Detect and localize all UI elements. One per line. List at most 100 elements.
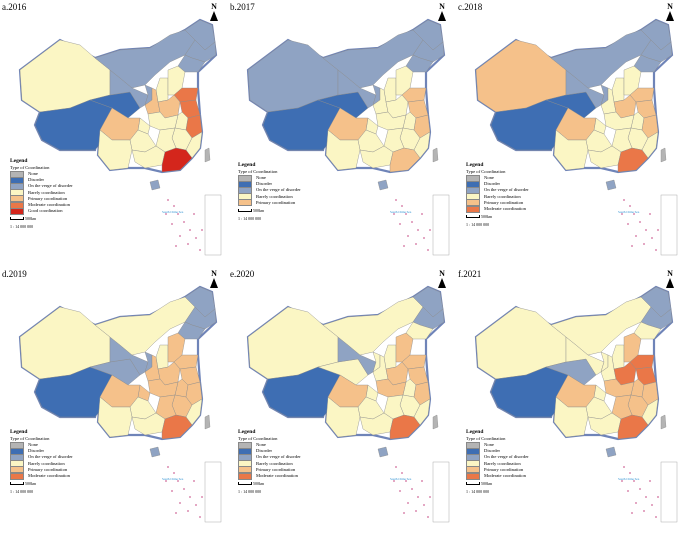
province-yn — [325, 129, 361, 171]
island-dot — [643, 510, 645, 512]
inset-frame — [432, 461, 450, 523]
legend-item: Moderate coordination — [10, 472, 73, 480]
province-nm — [322, 296, 424, 356]
legend-label: None — [256, 442, 266, 448]
island-dot — [173, 472, 175, 474]
province-sx — [611, 344, 625, 370]
island-dot — [645, 496, 647, 498]
legend-subtitle: Type of Coordination — [10, 436, 50, 441]
island-dot — [179, 502, 181, 504]
legend-subtitle: Type of Coordination — [238, 436, 278, 441]
scale-label: 500km — [24, 481, 37, 487]
scale-bar: 500km — [466, 214, 529, 220]
island-dot — [175, 512, 177, 514]
province-nm — [322, 29, 424, 89]
province-tw — [432, 414, 439, 430]
province-hi — [377, 179, 389, 191]
island-dot — [167, 466, 169, 468]
legend-label: None — [484, 442, 494, 448]
inset-frame — [204, 461, 222, 523]
legend-title: Legend — [466, 162, 484, 168]
province-sx — [383, 344, 397, 370]
island-dot — [173, 205, 175, 207]
island-dot — [175, 245, 177, 247]
legend-label: Disorder — [484, 181, 501, 187]
legend-label: Disorder — [256, 181, 273, 187]
island-dot — [631, 245, 633, 247]
island-dot — [165, 213, 167, 215]
north-arrow-shape — [438, 11, 446, 21]
island-dot — [627, 223, 629, 225]
legend-subtitle: Type of Coordination — [466, 436, 506, 441]
legend-label: None — [28, 442, 38, 448]
province-hi — [605, 179, 617, 191]
island-dot — [393, 480, 395, 482]
island-dot — [183, 221, 185, 223]
island-dot — [423, 237, 425, 239]
island-dot — [399, 223, 401, 225]
province-tw — [660, 147, 667, 163]
legend-label: Primary coordination — [484, 199, 524, 205]
island-dot — [633, 213, 635, 215]
island-dot — [401, 205, 403, 207]
scale-label: 500km — [252, 207, 265, 213]
map-panel: South China Sea e.2020 N Legend Type of Coor… — [228, 267, 456, 534]
island-dot — [195, 504, 197, 506]
legend-label: Disorder — [28, 177, 45, 183]
province-tw — [204, 414, 211, 430]
legend-label: On the verge of disorder — [484, 187, 529, 193]
legend-swatch — [238, 472, 252, 480]
legend-label: On the verge of disorder — [28, 454, 73, 460]
province-gd — [617, 147, 649, 173]
map-panel: South China Sea c.2018 N Legend Type of Coor… — [456, 0, 684, 267]
province-nm — [550, 296, 652, 356]
north-label: N — [439, 269, 445, 278]
island-dot — [623, 199, 625, 201]
legend-label: Good coordination — [28, 208, 63, 214]
legend-title: Legend — [466, 429, 484, 435]
north-arrow-shape — [438, 278, 446, 288]
scale-label: 500km — [480, 481, 493, 487]
island-dot — [633, 480, 635, 482]
island-dot — [201, 496, 203, 498]
island-dot — [201, 229, 203, 231]
island-dot — [417, 229, 419, 231]
legend-label: Primary coordination — [28, 195, 68, 201]
legend-label: Moderate coordination — [28, 202, 70, 208]
island-dot — [411, 221, 413, 223]
province-yn — [553, 396, 589, 438]
sea-label: South China Sea — [618, 210, 640, 214]
legend-title: Legend — [238, 162, 256, 168]
island-dot — [427, 249, 429, 251]
legend-label: Barely coordination — [28, 460, 65, 466]
panel-title: e.2020 — [230, 269, 255, 279]
inset-frame — [432, 194, 450, 256]
island-dot — [171, 223, 173, 225]
legend-label: Primary coordination — [28, 466, 68, 472]
legend-label: Barely coordination — [256, 460, 293, 466]
legend-label: Disorder — [484, 448, 501, 454]
panel-title: c.2018 — [458, 2, 483, 12]
island-dot — [187, 510, 189, 512]
island-dot — [627, 490, 629, 492]
island-dot — [177, 213, 179, 215]
legend-item: Moderate coordination — [466, 205, 529, 213]
island-dot — [407, 502, 409, 504]
legend-item: Moderate coordination — [238, 472, 301, 480]
island-dot — [423, 504, 425, 506]
legend-label: None — [484, 175, 494, 181]
province-gd — [161, 147, 193, 173]
province-hi — [377, 446, 389, 458]
legend: Legend Type of Coordination None Disorder On… — [238, 162, 301, 222]
scale-ratio: 1 : 14 000 000 — [466, 489, 490, 495]
north-label: N — [211, 2, 217, 11]
island-dot — [189, 229, 191, 231]
panel-title: b.2017 — [230, 2, 255, 12]
island-dot — [629, 472, 631, 474]
map-panel: South China Sea a.2016 N Legend Type of Coor… — [0, 0, 228, 267]
island-dot — [651, 504, 653, 506]
legend-item: Moderate coordination — [466, 472, 529, 480]
sea-label: South China Sea — [618, 477, 640, 481]
island-dot — [399, 490, 401, 492]
legend-title: Legend — [10, 429, 28, 435]
